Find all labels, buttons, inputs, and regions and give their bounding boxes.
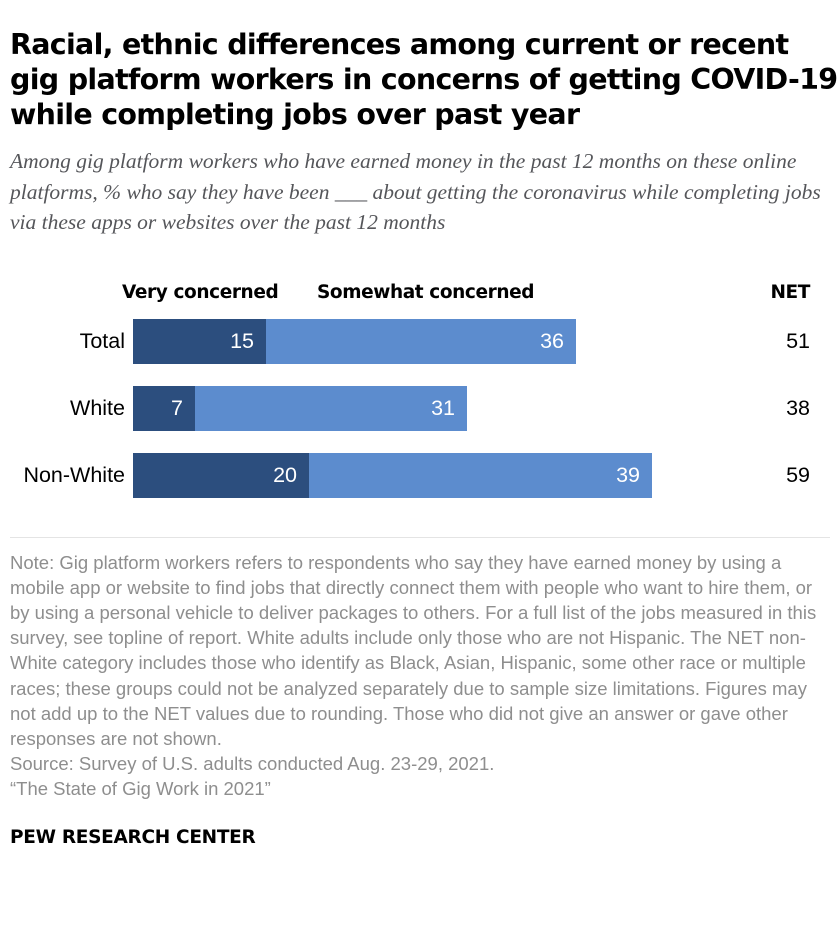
- footer-divider: [10, 536, 830, 538]
- page-title: Racial, ethnic differences among current…: [10, 28, 838, 131]
- net-value-total: 51: [786, 328, 810, 353]
- net-value-non-white: 59: [786, 462, 810, 487]
- table-row: Non-White 20 39 59: [10, 452, 830, 498]
- category-label-non-white: Non-White: [23, 462, 125, 487]
- bar-value-very-concerned: 7: [171, 395, 183, 420]
- bar-value-very-concerned: 15: [230, 328, 254, 353]
- chart-rows: Total 15 36 51 White 7: [10, 318, 830, 498]
- bar-value-somewhat-concerned: 39: [616, 462, 640, 487]
- bar-segment-somewhat-concerned: 31: [195, 385, 467, 431]
- bar-group-white: 7 31: [133, 385, 467, 431]
- net-value-white: 38: [786, 395, 810, 420]
- legend-item-somewhat-concerned: Somewhat concerned: [317, 281, 535, 303]
- chart-legend: Very concerned Somewhat concerned NET: [10, 282, 830, 308]
- chart-note: Note: Gig platform workers refers to res…: [10, 551, 817, 749]
- bar-value-very-concerned: 20: [273, 462, 297, 487]
- bar-segment-very-concerned: 15: [133, 318, 266, 364]
- legend-item-very-concerned: Very concerned: [122, 281, 279, 303]
- chart-subtitle: Among gig platform workers who have earn…: [10, 149, 821, 234]
- bar-value-somewhat-concerned: 36: [540, 328, 564, 353]
- category-label-total: Total: [79, 328, 125, 353]
- bar-group-non-white: 20 39: [133, 452, 652, 498]
- bar-group-total: 15 36: [133, 318, 576, 364]
- bar-segment-somewhat-concerned: 39: [309, 452, 652, 498]
- table-row: Total 15 36 51: [10, 318, 830, 364]
- net-column-header: NET: [770, 281, 810, 303]
- brand-label: PEW RESEARCH CENTER: [10, 826, 256, 848]
- bar-segment-somewhat-concerned: 36: [266, 318, 576, 364]
- chart-source: Source: Survey of U.S. adults conducted …: [10, 753, 495, 775]
- bar-segment-very-concerned: 7: [133, 385, 195, 431]
- stacked-bar-chart: Very concerned Somewhat concerned NET To…: [10, 282, 830, 522]
- bar-segment-very-concerned: 20: [133, 452, 309, 498]
- category-label-white: White: [70, 395, 125, 420]
- bar-value-somewhat-concerned: 31: [431, 395, 455, 420]
- table-row: White 7 31 38: [10, 385, 830, 431]
- report-title: “The State of Gig Work in 2021”: [10, 778, 271, 800]
